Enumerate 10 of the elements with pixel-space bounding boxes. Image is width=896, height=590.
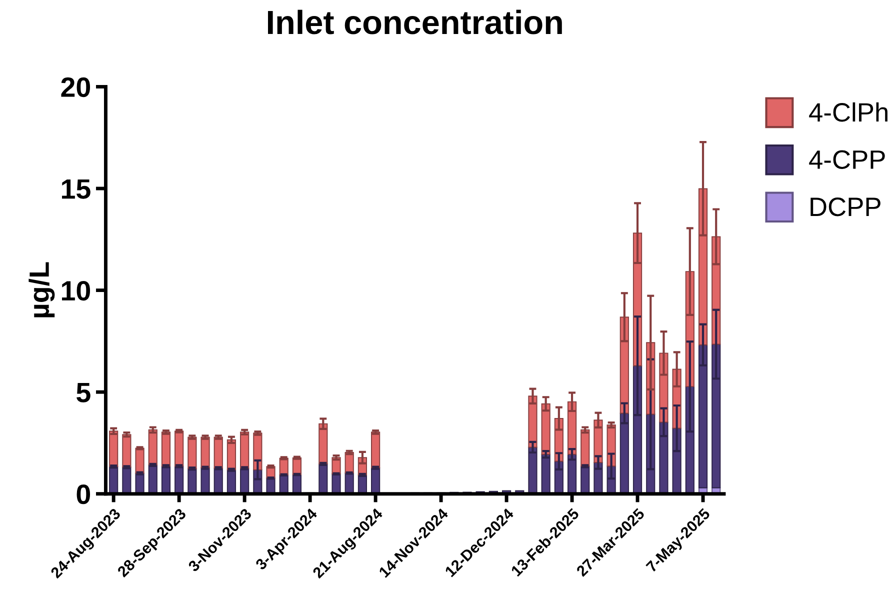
y-tick-label: 5	[76, 383, 90, 402]
y-tick-label: 0	[76, 484, 90, 504]
legend-label: 4-CPP	[809, 150, 885, 169]
legend-label: DCPP	[810, 198, 880, 216]
y-axis-title: µg/L	[28, 262, 55, 318]
y-tick-label: 20	[61, 77, 90, 98]
y-tick-label: 15	[62, 179, 90, 199]
chart-title: Inlet concentration	[268, 10, 562, 34]
legend-label: 4-ClPh	[809, 102, 888, 122]
y-tick-label: 10	[62, 280, 90, 301]
